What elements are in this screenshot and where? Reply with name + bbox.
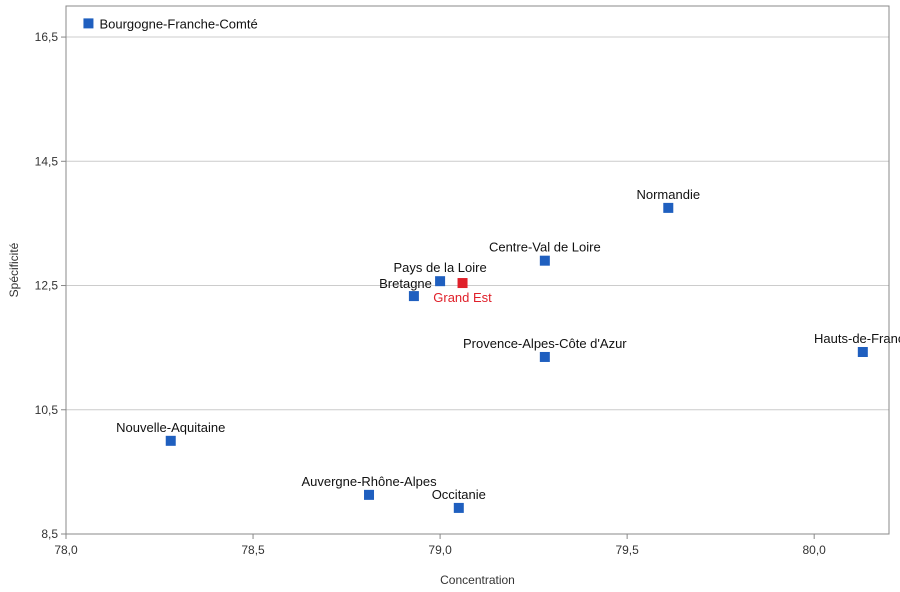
data-point-marker (453, 502, 464, 513)
y-tick-label: 12,5 (35, 279, 59, 293)
data-point-marker (457, 278, 468, 289)
data-point-marker (663, 202, 674, 213)
grid-layer (66, 36, 889, 535)
data-point-marker (539, 255, 550, 266)
y-tick-label: 14,5 (35, 154, 59, 168)
y-tick-label: 16,5 (35, 30, 59, 44)
data-point-label: Pays de la Loire (393, 260, 486, 275)
x-tick-label: 79,5 (615, 543, 639, 557)
plot-area (65, 5, 890, 535)
data-point-label: Bourgogne-Franche-Comté (99, 16, 257, 31)
data-point-marker (165, 435, 176, 446)
data-point-label: Centre-Val de Loire (489, 240, 601, 255)
data-point-label: Nouvelle-Aquitaine (116, 420, 225, 435)
data-point-label: Bretagne (379, 276, 432, 291)
point-layer: Bourgogne-Franche-Comté Normandie Centre-V… (83, 16, 900, 513)
y-tick-label: 10,5 (35, 403, 59, 417)
data-point-marker (435, 276, 446, 287)
tick-layer: 8,5 10,5 12,5 14,5 16,5 78,0 78,5 79,0 79,5 80,0 (35, 30, 827, 557)
y-axis-title: Spécificité (7, 242, 21, 297)
data-point-label: Auvergne-Rhône-Alpes (301, 474, 437, 489)
x-axis-title: Concentration (440, 573, 515, 587)
data-point-label: Normandie (636, 187, 700, 202)
data-point-label: Occitanie (432, 487, 486, 502)
x-tick-label: 78,5 (241, 543, 265, 557)
x-tick-label: 79,0 (428, 543, 452, 557)
data-point-label: Hauts-de-France (814, 331, 900, 346)
data-point-label: Provence-Alpes-Côte d'Azur (463, 336, 627, 351)
x-tick-label: 78,0 (54, 543, 78, 557)
y-tick-label: 8,5 (41, 527, 58, 541)
data-point-marker (857, 346, 868, 357)
x-tick-label: 80,0 (803, 543, 827, 557)
data-point-marker (539, 351, 550, 362)
data-point-marker (364, 489, 375, 500)
data-point-label: Grand Est (433, 290, 492, 305)
data-point-marker (408, 291, 419, 302)
data-point-marker (83, 18, 94, 29)
